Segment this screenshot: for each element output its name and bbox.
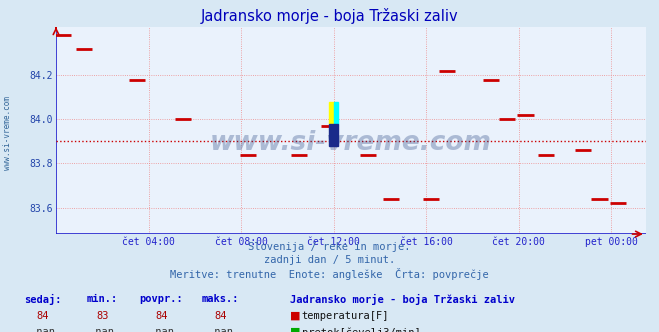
Text: -nan: -nan — [149, 327, 174, 332]
Text: zadnji dan / 5 minut.: zadnji dan / 5 minut. — [264, 255, 395, 265]
Text: 83: 83 — [96, 311, 108, 321]
Text: povpr.:: povpr.: — [140, 294, 183, 304]
Text: -nan: -nan — [90, 327, 115, 332]
Text: pretok[čevelj3/min]: pretok[čevelj3/min] — [302, 327, 420, 332]
Text: Slovenija / reke in morje.: Slovenija / reke in morje. — [248, 242, 411, 252]
Text: Meritve: trenutne  Enote: angleške  Črta: povprečje: Meritve: trenutne Enote: angleške Črta: … — [170, 268, 489, 280]
Text: -nan: -nan — [208, 327, 233, 332]
Bar — [329, 102, 334, 124]
Text: www.si-vreme.com: www.si-vreme.com — [210, 130, 492, 156]
Text: 84: 84 — [37, 311, 49, 321]
Text: ■: ■ — [290, 327, 301, 332]
Text: Jadransko morje - boja Tržaski zaliv: Jadransko morje - boja Tržaski zaliv — [201, 8, 458, 24]
Text: temperatura[F]: temperatura[F] — [302, 311, 389, 321]
Text: www.si-vreme.com: www.si-vreme.com — [3, 96, 13, 170]
Bar — [329, 124, 338, 146]
Text: maks.:: maks.: — [202, 294, 239, 304]
Text: Jadransko morje - boja Tržaski zaliv: Jadransko morje - boja Tržaski zaliv — [290, 294, 515, 305]
Bar — [334, 102, 338, 124]
Text: 84: 84 — [156, 311, 167, 321]
Text: ■: ■ — [290, 311, 301, 321]
Text: sedaj:: sedaj: — [24, 294, 61, 305]
Text: 84: 84 — [215, 311, 227, 321]
Text: min.:: min.: — [86, 294, 118, 304]
Text: -nan: -nan — [30, 327, 55, 332]
